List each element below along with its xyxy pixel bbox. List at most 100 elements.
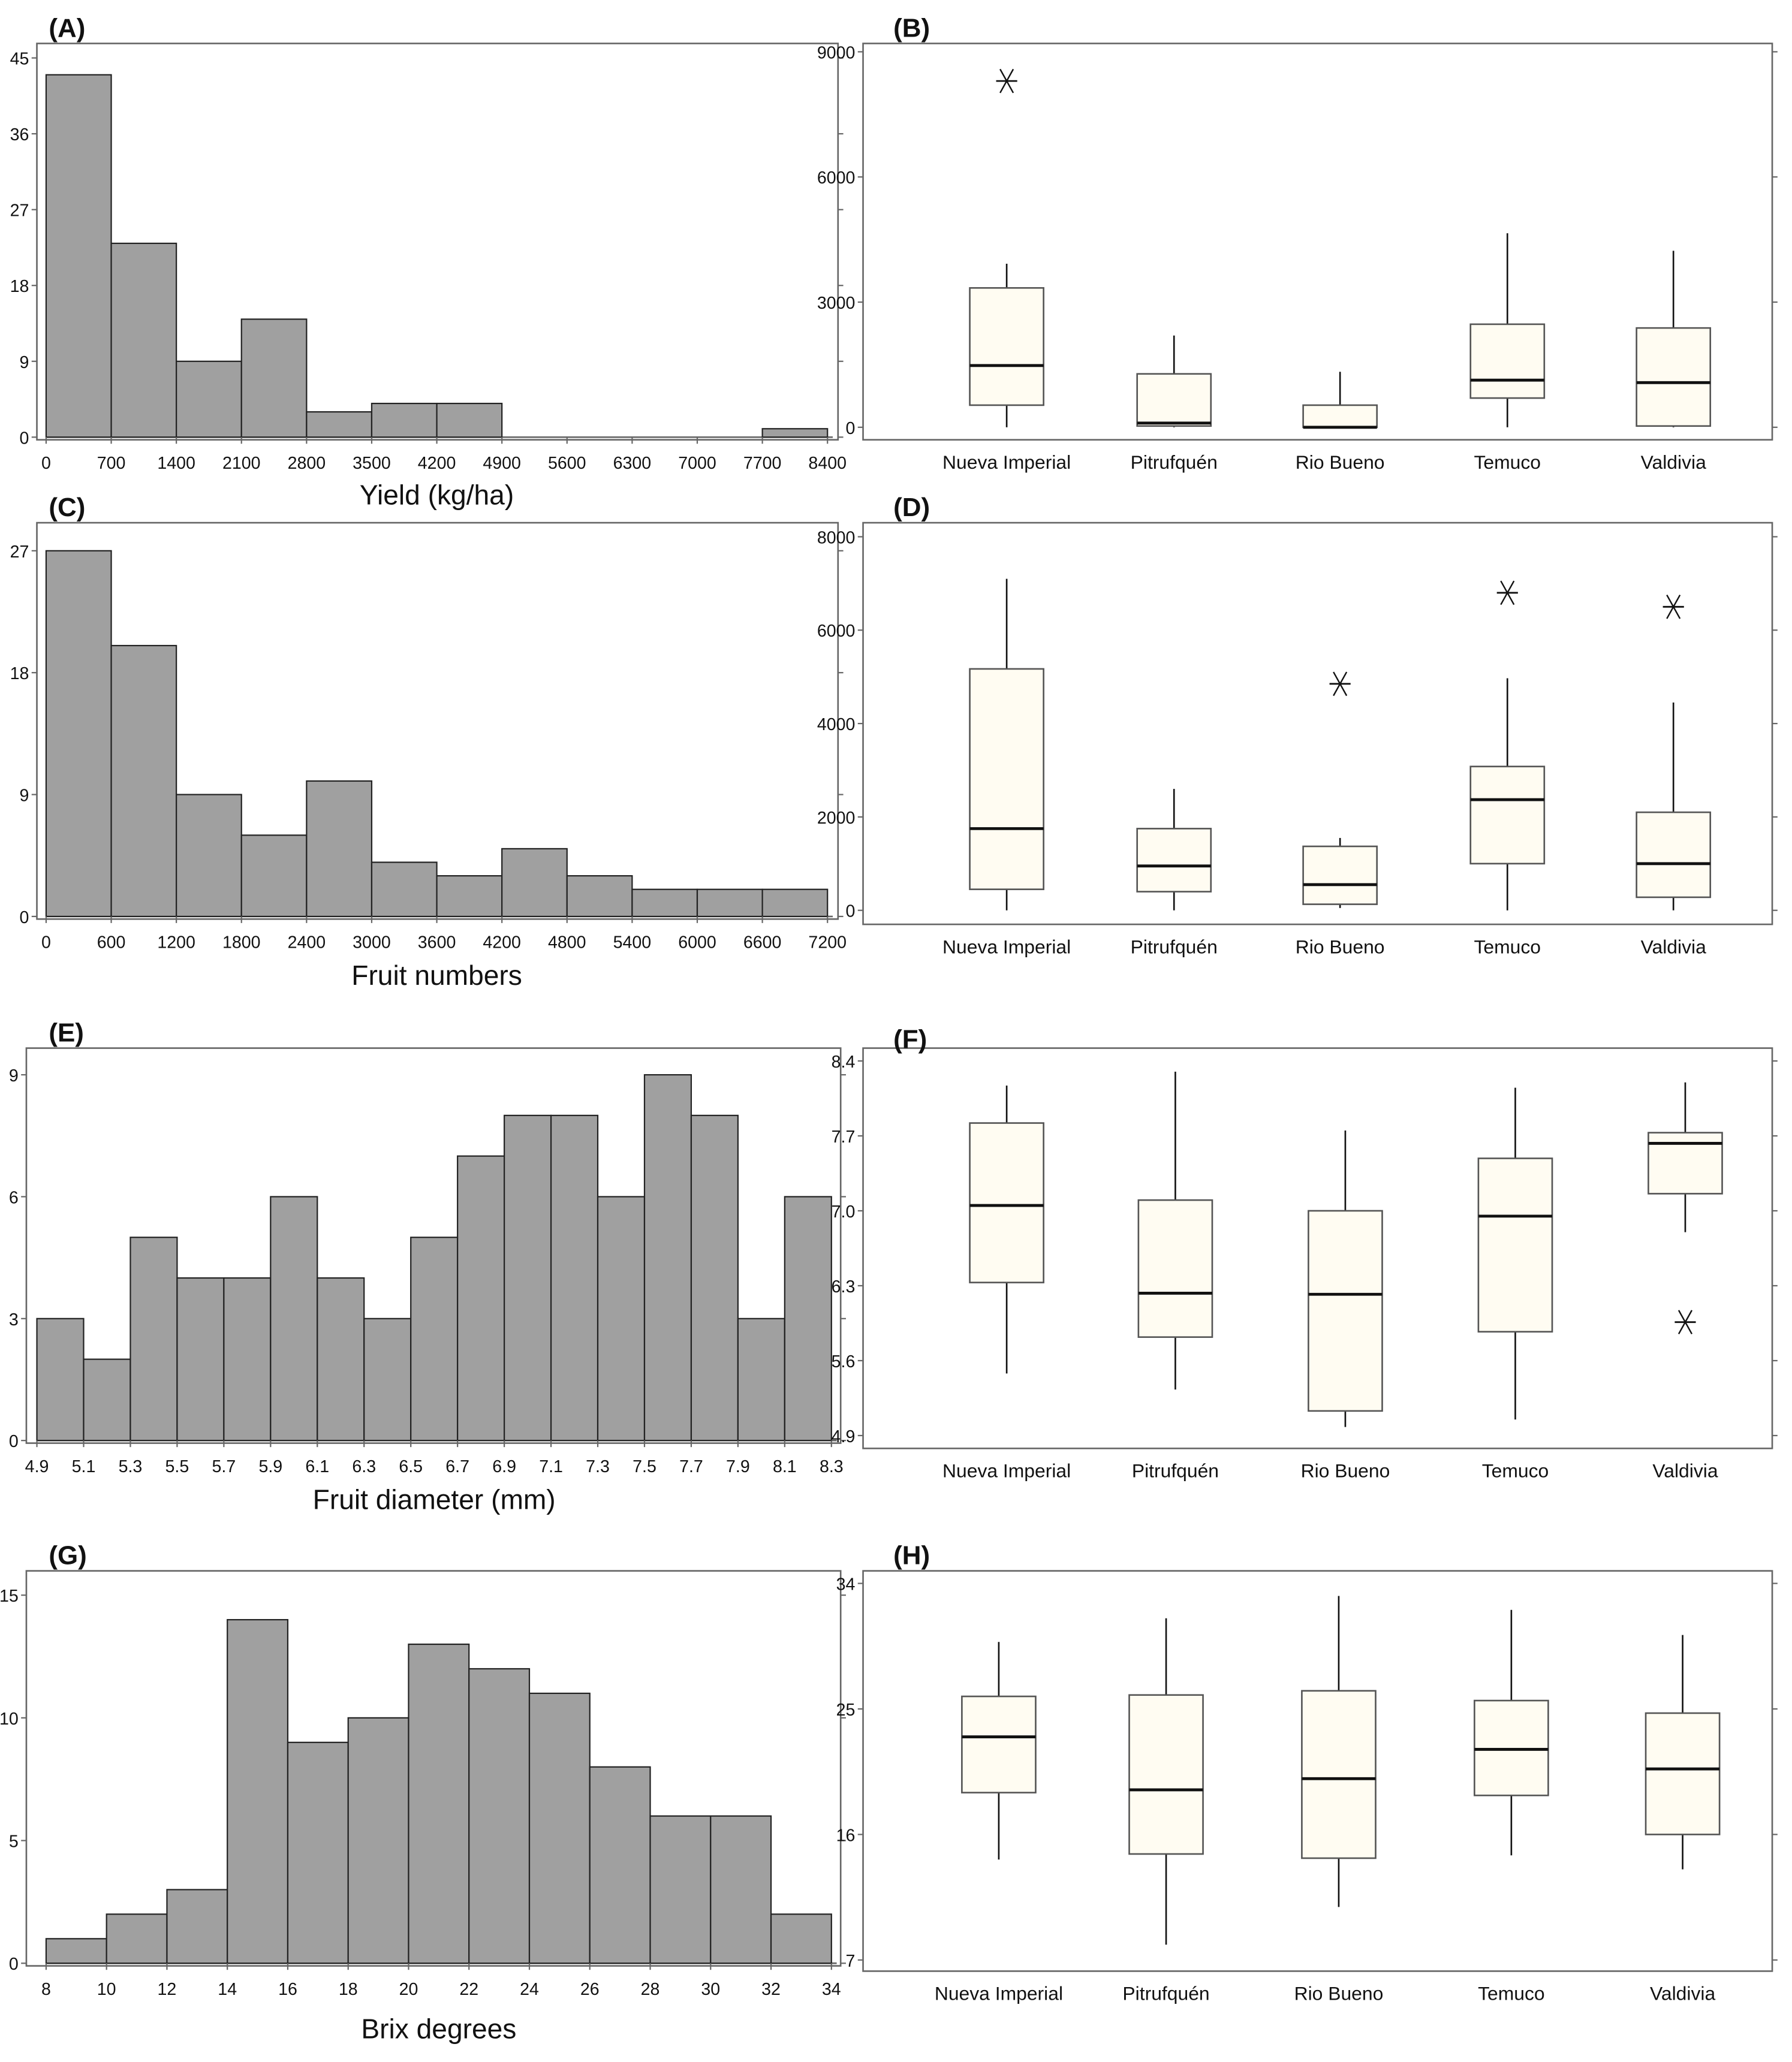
boxplot-0 — [969, 1086, 1044, 1374]
category-label: Rio Bueno — [1296, 936, 1385, 957]
x-tick-label: 24 — [520, 1980, 539, 1999]
outlier-marker — [1329, 671, 1351, 697]
histogram-bar — [223, 1277, 272, 1442]
x-tick-label: 7.7 — [679, 1457, 703, 1476]
x-tick-label: 0 — [41, 454, 51, 473]
x-tick-label: 6.5 — [399, 1457, 423, 1476]
x-tick-label: 4200 — [418, 454, 456, 473]
x-tick-label: 5400 — [613, 933, 652, 952]
category-label: Rio Bueno — [1294, 1983, 1384, 2004]
panel-G: (G) 0 5 10 15 8 10 12 14 16 18 20 22 24 26 28 30 32 34 Brix… — [0, 1541, 846, 2044]
histogram-bar — [36, 1318, 85, 1442]
y-tick-label: 9 — [9, 1066, 19, 1086]
panel-E: (E) 0 3 6 9 4.9 5.1 5.3 5.5 5.7 5.9 6.1 6.3 6.5 6.7 6.9… — [9, 1018, 846, 1515]
panel-F: (F) 4.9 5.6 6.3 7.0 7.7 8.4 Nueva Imperial Pitru… — [832, 1025, 1778, 1482]
histogram-bar — [696, 888, 763, 917]
x-tick-label: 18 — [339, 1980, 358, 1999]
x-tick-label: 2800 — [288, 454, 326, 473]
category-label: Nueva Imperial — [935, 1983, 1063, 2004]
y-tick-label: 8.4 — [832, 1053, 856, 1072]
iqr-box — [1636, 811, 1712, 899]
histogram-bar — [176, 1277, 225, 1442]
x-tick-label: 6600 — [743, 933, 782, 952]
histogram-bar — [240, 834, 308, 917]
y-tick-label: 6 — [9, 1188, 19, 1207]
panel-label: (A) — [49, 14, 85, 43]
x-tick-label: 6000 — [678, 933, 716, 952]
boxplot-0 — [961, 1642, 1037, 1860]
y-tick-label: 45 — [10, 50, 29, 69]
histogram-bar — [589, 1766, 651, 1964]
boxplot-0 — [969, 578, 1044, 911]
iqr-box — [1648, 1132, 1723, 1195]
x-tick-label: 7200 — [808, 933, 847, 952]
panel-A: (A) 0 9 18 27 36 45 0 700 1400 2100 2800 3500 4200 490… — [10, 14, 847, 511]
panel-B: (B) 0 3000 6000 9000 Nueva Imperial Pitrufquén… — [817, 14, 1778, 473]
x-tick-label: 28 — [641, 1980, 660, 1999]
boxplot-1 — [1137, 1071, 1213, 1390]
y-tick-label: 4000 — [817, 715, 856, 734]
category-label: Rio Bueno — [1296, 451, 1385, 473]
x-tick-label: 5.7 — [212, 1457, 236, 1476]
iqr-box — [1645, 1712, 1721, 1835]
x-tick-label: 16 — [278, 1980, 297, 1999]
category-label: Valdivia — [1641, 451, 1706, 473]
histogram-bar — [45, 1938, 107, 1964]
category-label: Rio Bueno — [1301, 1460, 1390, 1482]
histogram-bar — [550, 1114, 599, 1442]
y-tick-label: 7 — [845, 1952, 855, 1971]
x-tick-label: 7.1 — [539, 1457, 563, 1476]
category-label: Nueva Imperial — [942, 451, 1071, 473]
y-tick-label: 6.3 — [832, 1277, 856, 1297]
histogram-bar — [166, 1889, 228, 1964]
histogram-bar — [176, 794, 242, 917]
x-tick-label: 8 — [41, 1980, 51, 1999]
histogram-bar — [408, 1643, 470, 1964]
x-axis-title: Yield (kg/ha) — [360, 479, 514, 510]
x-tick-label: 5.1 — [72, 1457, 96, 1476]
category-label: Temuco — [1478, 1983, 1545, 2004]
histogram-bar — [566, 875, 633, 917]
histogram-bar — [631, 888, 698, 917]
panel-D: (D) 0 2000 4000 6000 8000 Nueva Imperial Pitruf… — [817, 493, 1778, 957]
histogram-bar — [468, 1668, 531, 1964]
x-tick-label: 8400 — [808, 454, 847, 473]
histogram-bar — [761, 888, 829, 917]
y-tick-label: 36 — [10, 125, 29, 144]
boxplot-3 — [1477, 1087, 1553, 1420]
y-tick-label: 18 — [10, 664, 29, 683]
x-tick-label: 7.3 — [586, 1457, 610, 1476]
histogram-bar — [227, 1619, 289, 1964]
boxplot-4 — [1636, 251, 1712, 427]
iqr-box — [1137, 1199, 1213, 1338]
x-tick-label: 20 — [399, 1980, 418, 1999]
histogram-bar — [770, 1913, 832, 1964]
y-tick-label: 16 — [836, 1826, 856, 1845]
histogram-bar — [643, 1074, 692, 1442]
y-tick-label: 0 — [845, 419, 855, 438]
x-tick-label: 6300 — [613, 454, 652, 473]
boxplot-4 — [1648, 1082, 1723, 1335]
histogram-bar — [129, 1237, 178, 1442]
category-label: Nueva Imperial — [942, 1460, 1071, 1482]
x-tick-label: 3600 — [418, 933, 456, 952]
y-tick-label: 5.6 — [832, 1352, 856, 1371]
histogram-bar — [457, 1155, 505, 1442]
panel-label: (B) — [893, 14, 930, 43]
category-label: Pitrufquén — [1122, 1983, 1209, 2004]
x-tick-label: 7700 — [743, 454, 782, 473]
y-tick-label: 8000 — [817, 528, 856, 547]
x-tick-label: 7.5 — [633, 1457, 656, 1476]
histogram-bar — [436, 402, 503, 438]
histogram-bar — [436, 875, 503, 917]
panel-label: (F) — [893, 1025, 927, 1054]
histogram-bar — [501, 848, 568, 917]
x-tick-label: 4200 — [483, 933, 521, 952]
iqr-box — [1136, 373, 1212, 427]
histogram-bar — [240, 318, 308, 438]
outlier-marker — [996, 68, 1017, 94]
panel-label: (H) — [893, 1541, 930, 1570]
y-tick-label: 6000 — [817, 622, 856, 641]
y-tick-label: 0 — [9, 1955, 19, 1974]
